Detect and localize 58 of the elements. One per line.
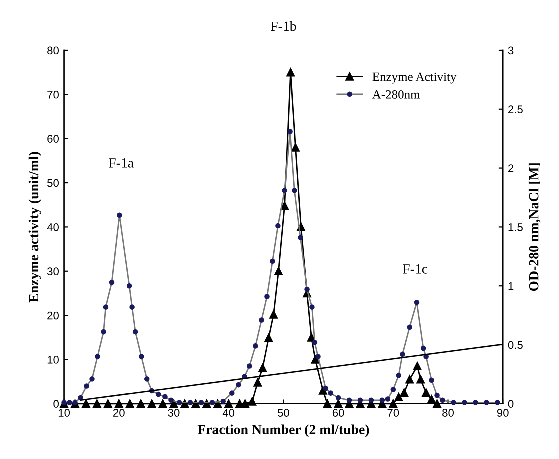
- x-tick-label: 40: [222, 409, 235, 417]
- point: [389, 400, 398, 408]
- x-tick-label: 10: [58, 409, 70, 417]
- y2-tick-label: 0: [508, 400, 514, 408]
- y-tick-label: 10: [48, 356, 59, 364]
- y-axis-title: Enzyme activity (unit/ml): [28, 152, 42, 303]
- y-tick-label: 60: [48, 135, 59, 143]
- point: [413, 362, 422, 371]
- point: [394, 393, 404, 402]
- point: [254, 378, 262, 387]
- x-tick-label: 30: [168, 409, 180, 417]
- x-tick-label: 60: [332, 409, 344, 417]
- point: [292, 144, 300, 152]
- x-tick-label: 50: [278, 409, 290, 417]
- point: [136, 400, 146, 408]
- x-tick-label: 20: [114, 409, 125, 417]
- point: [406, 375, 414, 384]
- y2-axis-title: OD-280 nm,NaCl [M]: [528, 164, 541, 292]
- point: [274, 267, 283, 276]
- chart-title: F-1b: [270, 21, 296, 32]
- x-tick-label: 70: [388, 409, 400, 417]
- point: [280, 202, 289, 210]
- x-tick-label: 80: [442, 409, 454, 417]
- point: [224, 400, 234, 408]
- point: [334, 400, 343, 408]
- point: [319, 386, 328, 395]
- x-tick-label: 90: [497, 409, 509, 417]
- point: [104, 400, 112, 408]
- point: [258, 364, 268, 372]
- y-tick-label: 30: [47, 268, 59, 276]
- y2-tick-label: 2: [508, 164, 514, 172]
- y-tick-label: 40: [47, 223, 59, 232]
- point: [308, 333, 316, 342]
- y-tick-label: 20: [48, 312, 59, 320]
- legend-label: A-280nm: [372, 90, 420, 99]
- point: [416, 375, 425, 384]
- point: [286, 68, 295, 77]
- point: [270, 310, 278, 319]
- point: [422, 388, 430, 398]
- y-tick-label: 70: [48, 90, 59, 99]
- point: [400, 388, 409, 398]
- legend-label: Enzyme Activity: [372, 72, 457, 84]
- y2-tick-label: 1: [508, 282, 514, 290]
- y-tick-label: 80: [48, 46, 59, 55]
- point: [428, 395, 436, 404]
- point: [264, 334, 274, 342]
- point: [126, 400, 134, 408]
- annotation: F-1c: [403, 264, 428, 274]
- y-tick-label: 50: [48, 179, 59, 188]
- y2-tick-label: 2.5: [508, 106, 523, 114]
- y2-tick-label: 0.5: [508, 341, 523, 350]
- y2-tick-label: 3: [508, 46, 514, 55]
- point: [311, 356, 320, 364]
- y2-tick-label: 1.5: [508, 224, 523, 232]
- y-tick-label: 0: [54, 400, 59, 408]
- point: [114, 400, 124, 408]
- x-axis-title: Fraction Number (2 ml/tube): [198, 424, 370, 438]
- annotation: F-1a: [109, 158, 134, 168]
